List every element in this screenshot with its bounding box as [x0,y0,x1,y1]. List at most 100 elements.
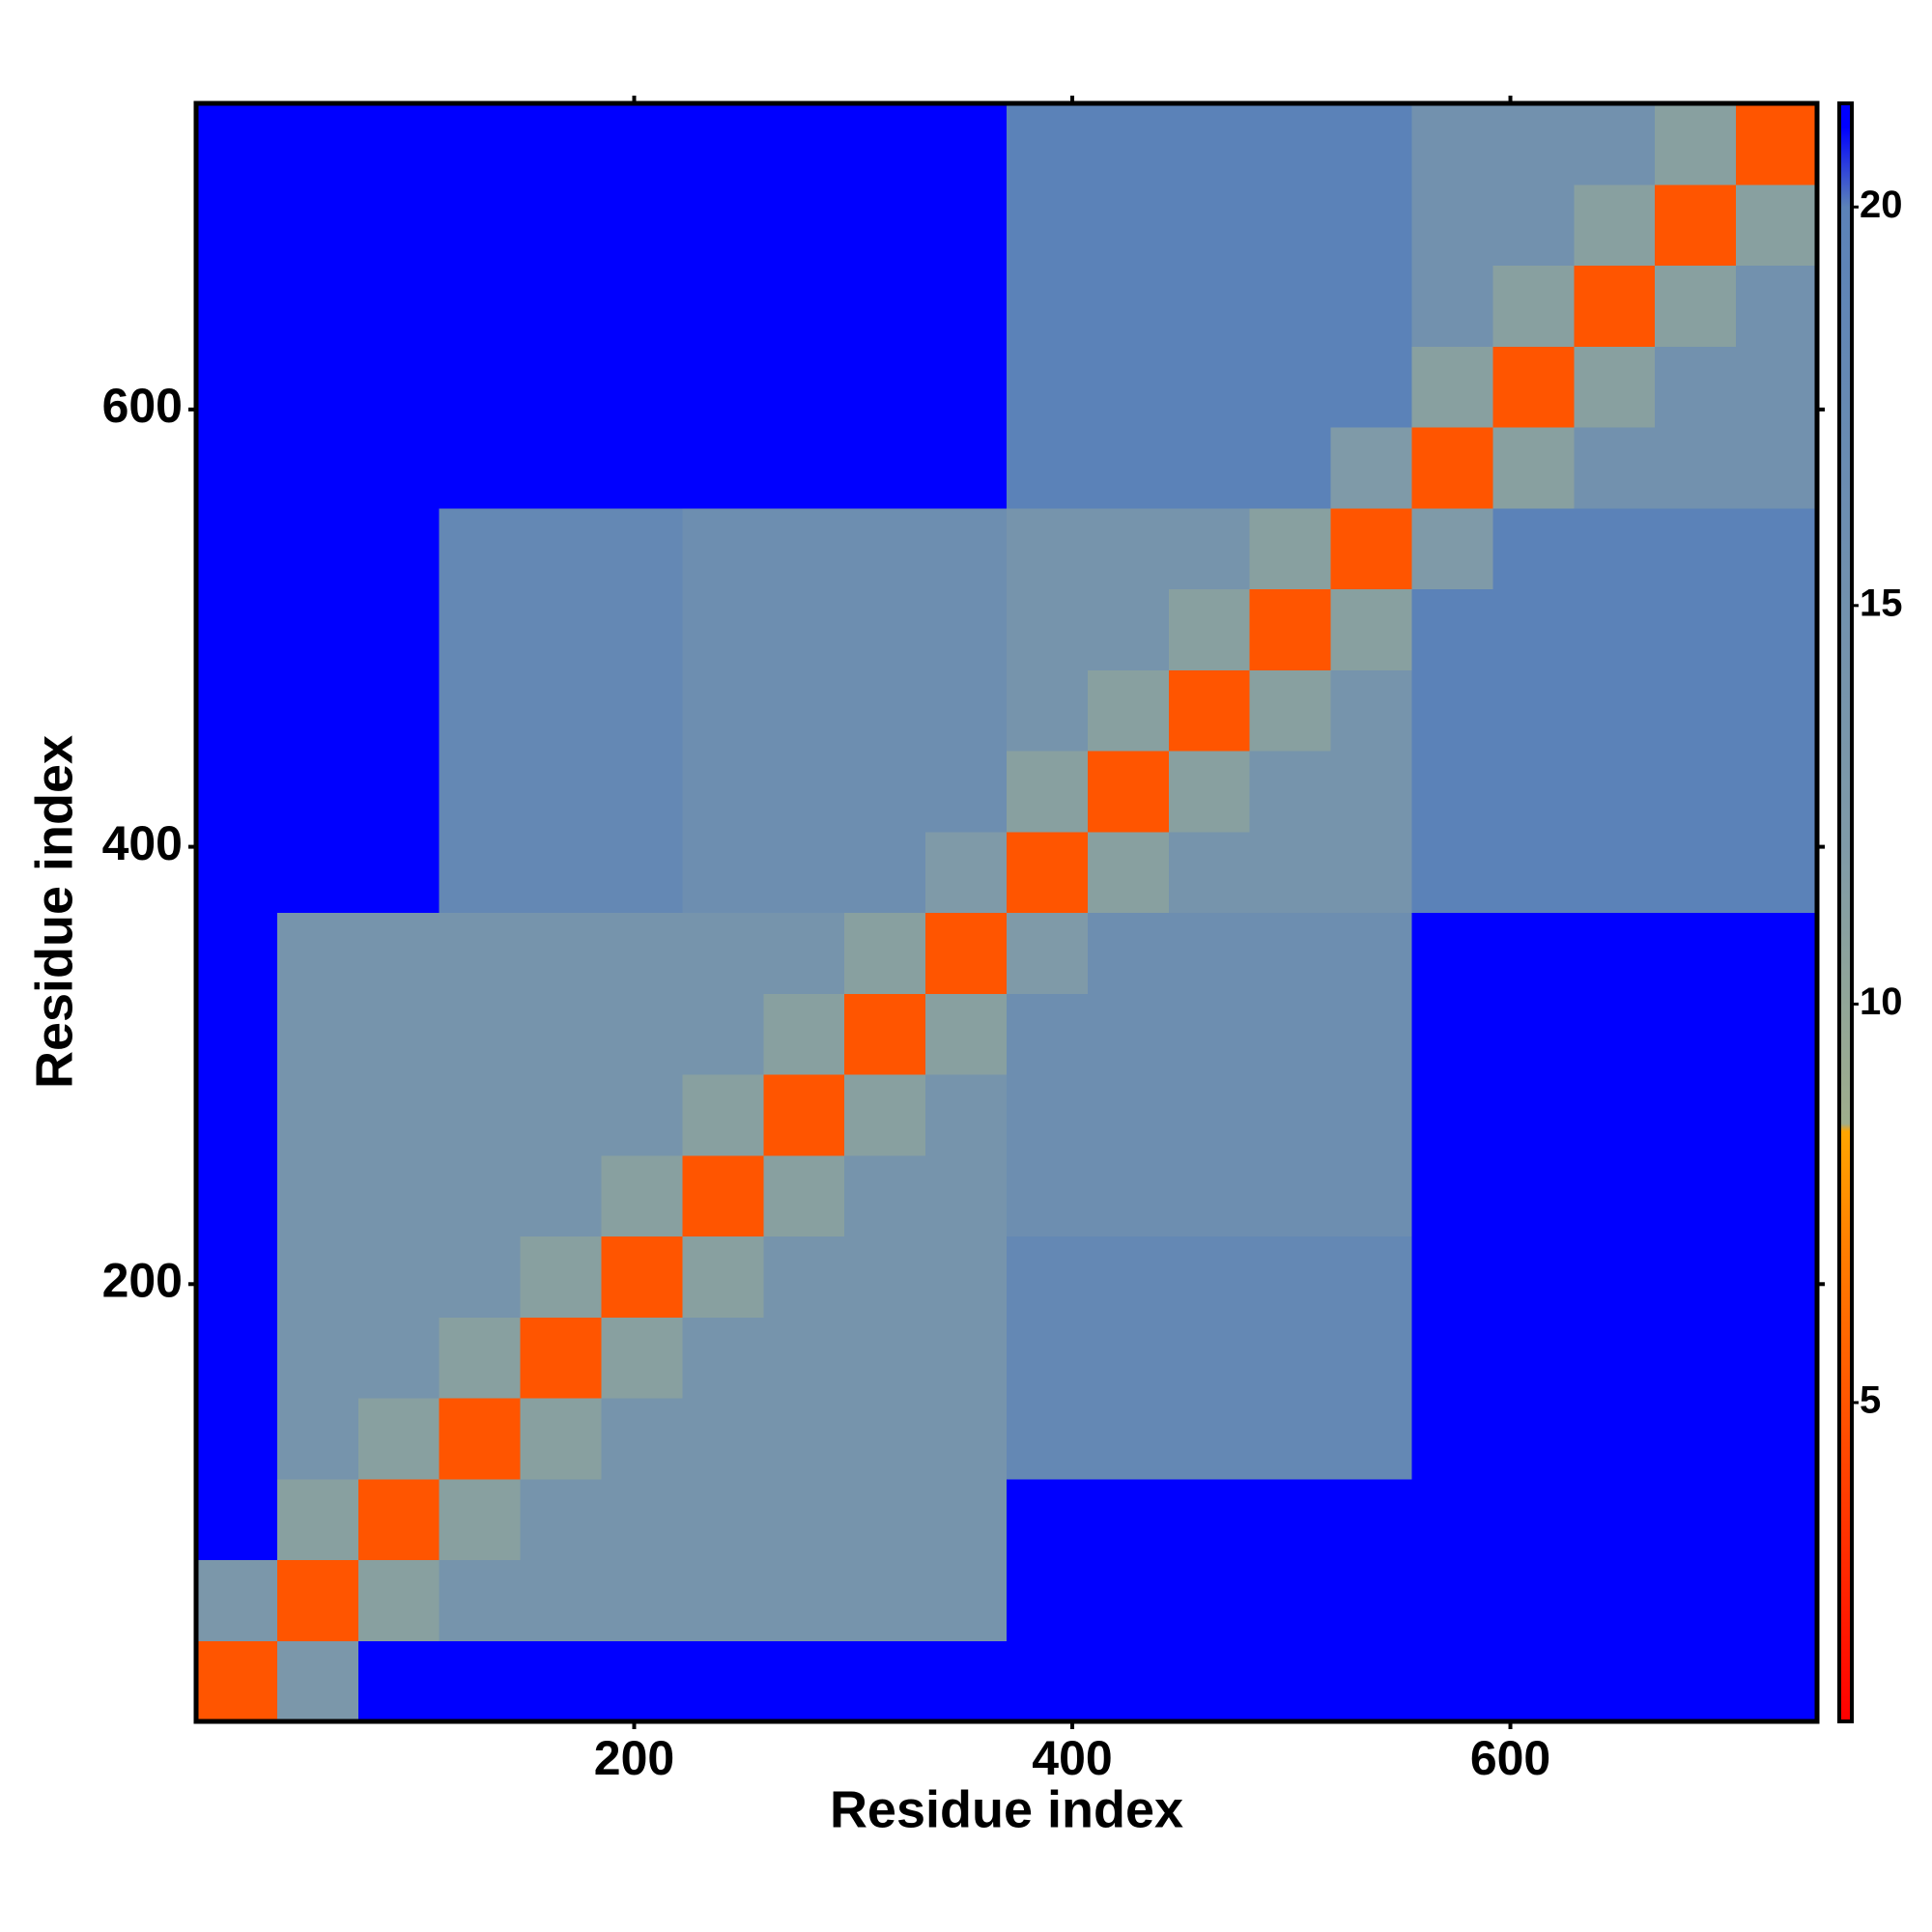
heatmap-cell [1007,184,1089,266]
heatmap-cell [1655,346,1737,428]
heatmap-cell [925,1640,1008,1722]
heatmap-cell [1007,912,1089,994]
colorbar-tick-label: 10 [1860,980,1903,1023]
heatmap-cell [925,588,1008,670]
heatmap-cell [1492,751,1575,833]
heatmap-cell [601,831,683,913]
heatmap-cell [1736,1398,1818,1480]
heatmap-cell [682,1559,764,1641]
heatmap-cell [357,346,440,428]
heatmap-cell [1007,1236,1089,1318]
heatmap-cell [763,346,845,428]
heatmap-cell [196,1478,278,1560]
heatmap-cell [682,1074,764,1156]
heatmap-cell [844,1640,926,1722]
heatmap-cell [1168,1236,1251,1318]
heatmap-cell [439,427,522,509]
heatmap-cell [1087,1478,1170,1560]
heatmap-cell [1574,1154,1656,1236]
heatmap-cell [1330,1236,1412,1318]
heatmap-cell [682,831,764,913]
heatmap-cell [763,1236,845,1318]
heatmap-cell [601,184,683,266]
heatmap-cell [520,1074,602,1156]
heatmap-cell [763,1559,845,1641]
heatmap-cell [276,588,359,670]
heatmap-cell [439,831,522,913]
heatmap-cell [1411,669,1493,752]
heatmap-cell [844,1154,926,1236]
heatmap-cell [1574,346,1656,428]
heatmap-cell [1330,1074,1412,1156]
heatmap-cell [1249,669,1332,752]
colorbar [1837,101,1854,1723]
heatmap-cell [1411,1398,1493,1480]
heatmap-cell [1168,184,1251,266]
heatmap-cell [1087,1074,1170,1156]
heatmap-cell [357,1478,440,1560]
heatmap-cell [1087,751,1170,833]
x-tick-label: 400 [1032,1731,1112,1785]
heatmap-cell [1574,1559,1656,1641]
heatmap-cell [1411,751,1493,833]
heatmap-cell [357,507,440,589]
heatmap-cell [601,1640,683,1722]
heatmap-cell [763,912,845,994]
heatmap-cell [1736,1640,1818,1722]
heatmap-cell [1492,427,1575,509]
heatmap-cell [276,1640,359,1722]
heatmap-cell [1736,669,1818,752]
heatmap-cell [357,993,440,1075]
heatmap-cell [1574,184,1656,266]
heatmap-cell [1330,588,1412,670]
heatmap-cell [1007,427,1089,509]
heatmap-cell [1007,265,1089,347]
heatmap-cell [1007,103,1089,185]
heatmap-cell [763,1074,845,1156]
heatmap-cell [276,1398,359,1480]
heatmap-cell [196,831,278,913]
heatmap-cell [276,265,359,347]
heatmap-cell [682,1236,764,1318]
heatmap-cell [844,1559,926,1641]
heatmap-cell [196,1317,278,1399]
heatmap-cell [1087,588,1170,670]
heatmap-cell [844,1074,926,1156]
heatmap-cell [1655,1074,1737,1156]
heatmap-cell [601,427,683,509]
heatmap-cell [1736,265,1818,347]
heatmap-cell [925,831,1008,913]
heatmap-cell [925,265,1008,347]
heatmap-cell [520,265,602,347]
heatmap-cell [1655,507,1737,589]
heatmap-cell [276,346,359,428]
heatmap-cell [1087,1559,1170,1641]
heatmap-cell [1655,265,1737,347]
heatmap-cell [844,346,926,428]
y-tick-label: 600 [102,379,183,433]
heatmap-cell [439,1236,522,1318]
heatmap-cell [1330,751,1412,833]
heatmap-cell [1411,103,1493,185]
heatmap-cell [276,1317,359,1399]
heatmap-cell [1411,1640,1493,1722]
heatmap-cell [1411,831,1493,913]
heatmap-cell [196,1640,278,1722]
heatmap-cell [682,993,764,1075]
heatmap-cell [1574,1074,1656,1156]
heatmap-cell [357,1398,440,1480]
heatmap-cell [1655,1559,1737,1641]
heatmap-cell [1007,1317,1089,1399]
heatmap-cell [844,427,926,509]
heatmap-cell [1655,1317,1737,1399]
heatmap-cell [1249,1154,1332,1236]
heatmap-cell [1492,588,1575,670]
heatmap-cell [1330,1317,1412,1399]
heatmap-cell [601,265,683,347]
heatmap-cell [844,669,926,752]
colorbar-tick-label: 20 [1860,184,1903,226]
heatmap-cell [601,103,683,185]
heatmap-cell [357,1154,440,1236]
heatmap-cell [520,427,602,509]
